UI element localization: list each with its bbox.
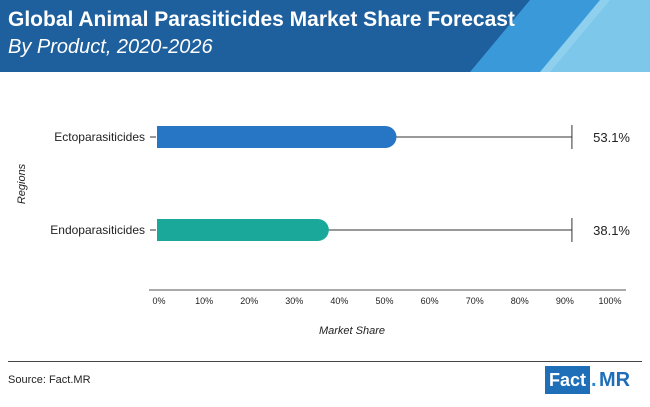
- bar: [157, 126, 397, 148]
- title-banner: [0, 0, 650, 72]
- x-tick-label: 10%: [195, 296, 213, 306]
- bar: [157, 219, 329, 241]
- x-tick-label: 40%: [330, 296, 348, 306]
- category-label: Ectoparasiticides: [54, 130, 145, 144]
- x-tick-label: 30%: [285, 296, 303, 306]
- chart-title: Global Animal Parasiticides Market Share…: [8, 8, 515, 31]
- chart-subtitle: By Product, 2020-2026: [8, 36, 213, 58]
- category-label: Endoparasiticides: [50, 223, 145, 237]
- value-label: 38.1%: [593, 223, 630, 238]
- x-tick-label: 50%: [375, 296, 393, 306]
- bar-chart: Ectoparasiticides 53.1% Endoparasiticides 3…: [16, 125, 630, 337]
- logo-dot: .: [591, 369, 597, 391]
- footer-divider: [8, 361, 642, 362]
- x-tick-label: 80%: [511, 296, 529, 306]
- x-tick-label: 70%: [466, 296, 484, 306]
- source-note: Source: Fact.MR: [8, 374, 91, 386]
- x-tick-label: 100%: [598, 296, 621, 306]
- factmr-logo: Fact . MR: [545, 366, 645, 394]
- value-label: 53.1%: [593, 130, 630, 145]
- x-tick-label: 60%: [421, 296, 439, 306]
- x-tick-label: 0%: [152, 296, 165, 306]
- y-axis-title: Regions: [16, 163, 28, 204]
- banner-dark-stripe: [0, 0, 530, 72]
- logo-fact-text: Fact: [545, 366, 591, 394]
- x-tick-label: 20%: [240, 296, 258, 306]
- x-tick-label: 90%: [556, 296, 574, 306]
- banner-gap-light: [550, 0, 650, 72]
- logo-mr-text: MR: [599, 369, 631, 391]
- x-axis-title: Market Share: [319, 325, 385, 337]
